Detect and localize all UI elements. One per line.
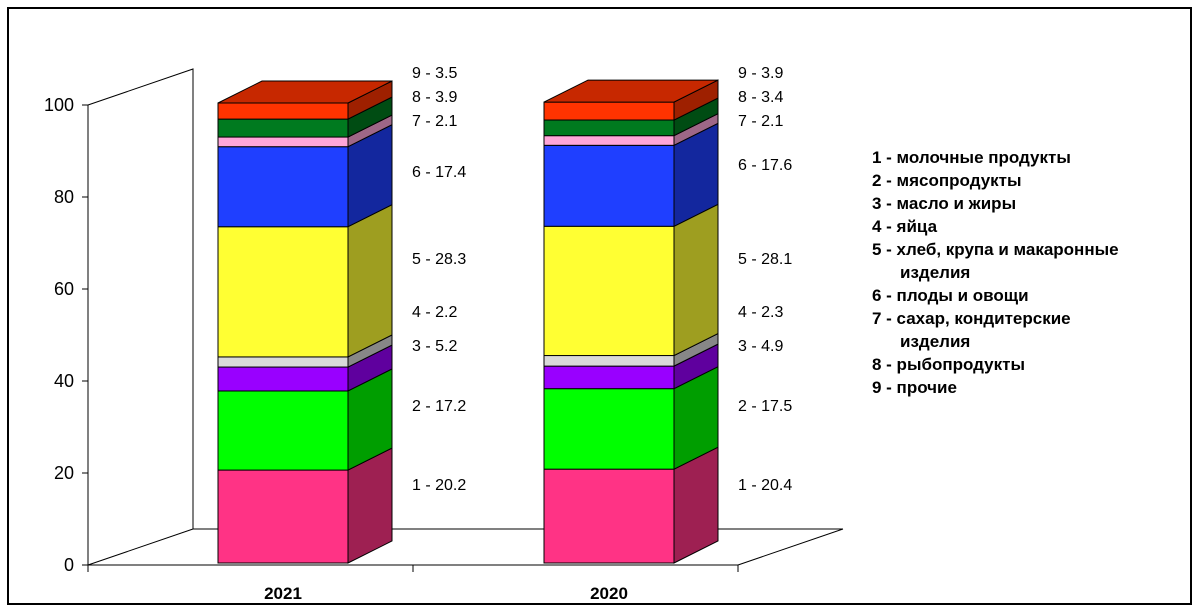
legend-entry: 2 - мясопродукты	[872, 171, 1022, 190]
data-label: 5 - 28.1	[738, 251, 792, 268]
data-label: 8 - 3.9	[412, 89, 457, 106]
bar-segment-3-2020	[543, 365, 675, 390]
bar-segment-1-2021	[217, 469, 349, 564]
data-label: 4 - 2.3	[738, 304, 783, 321]
bar-segment-5-2021	[217, 226, 349, 358]
bar-top-2021	[217, 80, 393, 104]
data-label: 1 - 20.4	[738, 477, 792, 494]
bar-segment-4-2020	[543, 355, 675, 367]
legend-entry: 4 - яйца	[872, 217, 938, 236]
data-label: 2 - 17.2	[412, 398, 466, 415]
bar-top-2020	[543, 79, 719, 103]
legend-entry: 8 - рыбопродукты	[872, 355, 1025, 374]
y-tick-label: 20	[54, 463, 74, 483]
y-tick-label: 80	[54, 187, 74, 207]
legend-entry: 3 - масло и жиры	[872, 194, 1016, 213]
legend-entry: 7 - сахар, кондитерские	[872, 309, 1071, 328]
y-tick-label: 40	[54, 371, 74, 391]
legend-entry: 5 - хлеб, крупа и макаронные	[872, 240, 1119, 259]
bar-segment-8-2021	[217, 118, 349, 138]
data-label: 9 - 3.9	[738, 65, 783, 82]
y-tick-label: 100	[44, 95, 74, 115]
back-wall	[87, 68, 843, 530]
legend-entry: изделия	[900, 263, 970, 282]
bar-segment-8-2020	[543, 119, 675, 137]
bar-segment-9-2021	[217, 102, 349, 120]
bar-side-5-2020	[673, 203, 719, 357]
data-label: 3 - 4.9	[738, 338, 783, 355]
bar-segment-7-2021	[217, 136, 349, 148]
bar-side-5-2021	[347, 203, 393, 358]
bar-segment-7-2020	[543, 135, 675, 146]
x-category-label: 2021	[264, 584, 302, 603]
bar-segment-9-2020	[543, 101, 675, 121]
data-label: 9 - 3.5	[412, 65, 457, 82]
legend-entry: изделия	[900, 332, 970, 351]
data-label: 8 - 3.4	[738, 89, 783, 106]
data-label: 6 - 17.4	[412, 164, 466, 181]
bar-segment-5-2020	[543, 225, 675, 357]
floor-edges	[87, 528, 844, 566]
data-label: 1 - 20.2	[412, 477, 466, 494]
legend-entry: 6 - плоды и овощи	[872, 286, 1029, 305]
data-label: 6 - 17.6	[738, 157, 792, 174]
bar-segment-1-2020	[543, 468, 675, 564]
y-tick-label: 0	[64, 555, 74, 575]
y-tick-label: 60	[54, 279, 74, 299]
bar-segment-6-2021	[217, 146, 349, 228]
bar-segment-2-2020	[543, 388, 675, 470]
bar-segment-2-2021	[217, 390, 349, 471]
data-label: 7 - 2.1	[412, 113, 457, 130]
legend-entry: 9 - прочие	[872, 378, 957, 397]
bar-segment-6-2020	[543, 144, 675, 227]
bar-segment-3-2021	[217, 366, 349, 392]
legend-entry: 1 - молочные продукты	[872, 148, 1071, 167]
data-label: 7 - 2.1	[738, 113, 783, 130]
bar-segment-4-2021	[217, 356, 349, 368]
data-label: 3 - 5.2	[412, 338, 457, 355]
x-category-label: 2020	[590, 584, 628, 603]
data-label: 2 - 17.5	[738, 398, 792, 415]
data-label: 5 - 28.3	[412, 251, 466, 268]
data-label: 4 - 2.2	[412, 304, 457, 321]
